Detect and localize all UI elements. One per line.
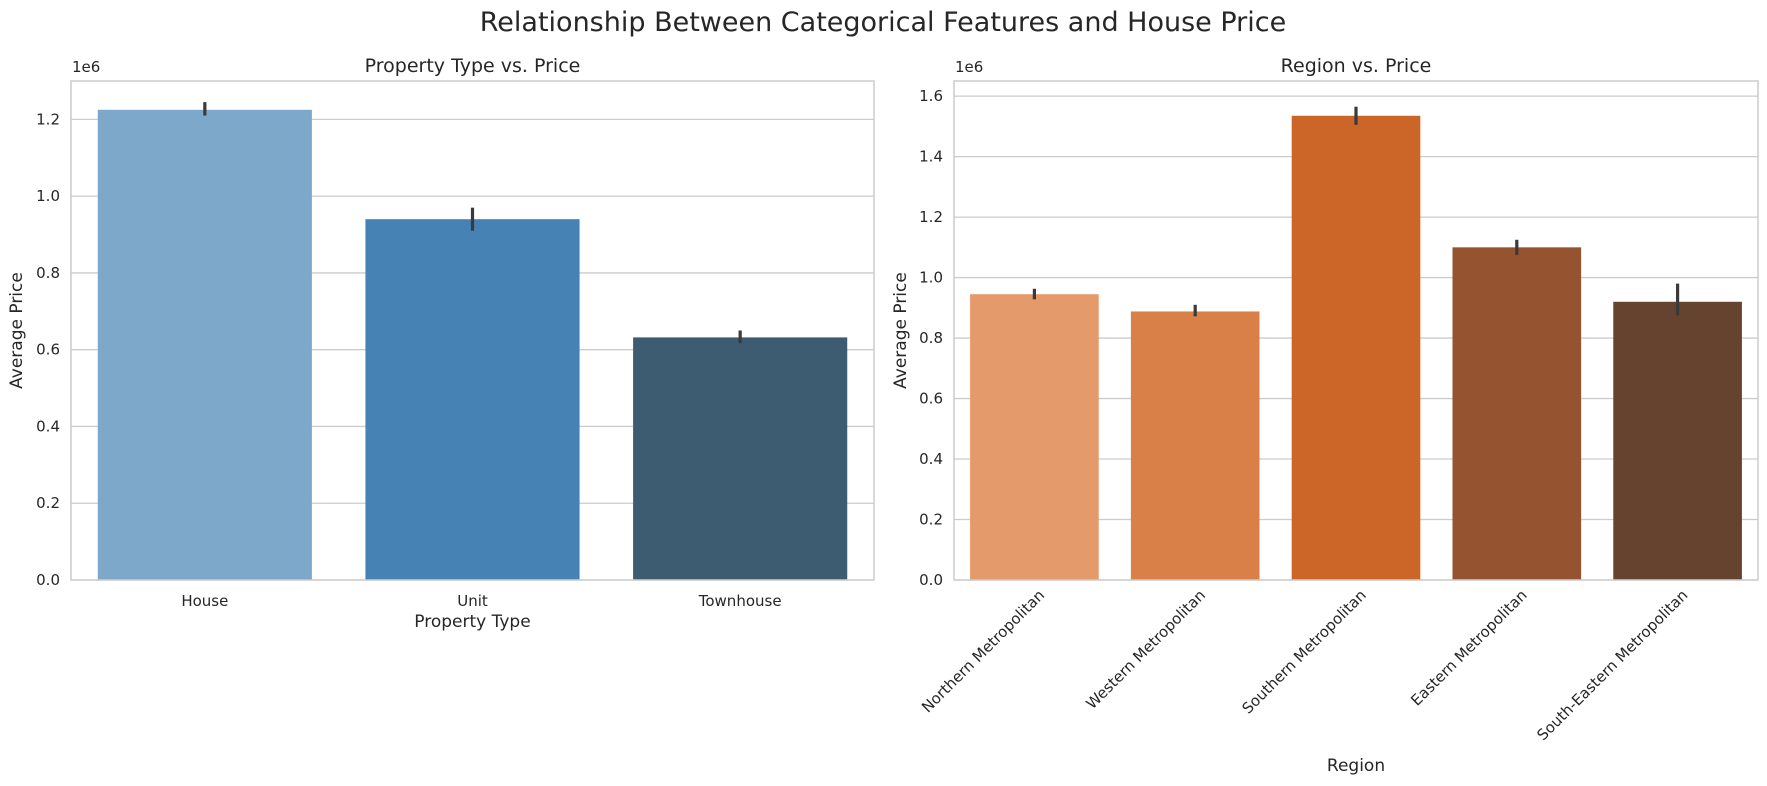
chart-title: Property Type vs. Price	[365, 55, 581, 77]
x-tick-label: House	[181, 592, 228, 610]
bar-townhouse	[633, 337, 848, 580]
x-tick-label: Western Metropolitan	[1082, 586, 1209, 713]
bar-unit	[365, 219, 580, 580]
y-tick-label: 0.6	[919, 390, 943, 408]
y-tick-label: 0.2	[919, 511, 943, 529]
x-axis-label: Property Type	[414, 612, 530, 632]
x-tick-label: South-Eastern Metropolitan	[1533, 586, 1691, 744]
bar-house	[97, 109, 312, 581]
y-tick-label: 0.6	[36, 341, 60, 359]
bar-south-eastern-metropolitan	[1613, 301, 1742, 580]
y-offset-label: 1e6	[955, 58, 983, 76]
chart-panel-region: 0.0 0.2 0.4 0.6 0.8 1.0 1.2 1.4 1.6 1e6 Northern M…	[891, 55, 1759, 776]
plot-frame	[70, 80, 875, 581]
chart-title: Region vs. Price	[1281, 55, 1432, 77]
y-axis-label: Average Price	[7, 272, 27, 389]
y-tick-label: 1.0	[36, 187, 60, 205]
bar-eastern-metropolitan	[1452, 247, 1582, 581]
y-tick-label: 0.0	[919, 571, 943, 589]
bar-southern-metropolitan	[1291, 115, 1421, 581]
x-tick-label: Unit	[457, 592, 488, 610]
x-tick-label: Southern Metropolitan	[1239, 586, 1370, 717]
y-tick-label: 0.2	[36, 494, 60, 512]
x-axis-label: Region	[1327, 756, 1385, 776]
x-tick-label: Townhouse	[698, 592, 782, 610]
y-tick-label: 0.0	[36, 571, 60, 589]
y-offset-label: 1e6	[72, 58, 100, 76]
y-tick-label: 1.2	[36, 110, 60, 128]
figure-title: Relationship Between Categorical Feature…	[480, 7, 1287, 38]
y-tick-label: 0.4	[36, 417, 60, 435]
plot-frame	[953, 80, 1759, 581]
y-tick-label: 1.4	[919, 148, 943, 166]
y-tick-label: 0.8	[919, 329, 943, 347]
x-tick-label: Eastern Metropolitan	[1407, 586, 1530, 709]
chart-panel-property-type: 0.0 0.2 0.4 0.6 0.8 1.0 1.2 1e6 House Unit Townhou…	[7, 55, 875, 632]
y-axis-label: Average Price	[891, 272, 911, 389]
x-tick-label: Northern Metropolitan	[918, 586, 1048, 716]
y-tick-label: 0.8	[36, 264, 60, 282]
y-tick-label: 1.6	[919, 87, 943, 105]
y-tick-label: 1.2	[919, 208, 943, 226]
bar-northern-metropolitan	[970, 294, 1099, 580]
y-tick-label: 1.0	[919, 269, 943, 287]
bar-western-metropolitan	[1130, 311, 1260, 580]
y-tick-label: 0.4	[919, 450, 943, 468]
